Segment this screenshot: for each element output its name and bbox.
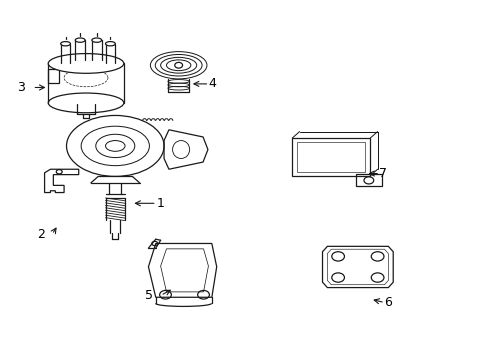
Ellipse shape	[66, 116, 163, 176]
Text: 1: 1	[156, 197, 164, 210]
Ellipse shape	[92, 38, 102, 42]
Text: 3: 3	[17, 81, 25, 94]
Ellipse shape	[75, 38, 85, 42]
Ellipse shape	[61, 41, 70, 46]
Bar	[77, 104, 95, 114]
Text: 6: 6	[384, 296, 391, 309]
Bar	[292, 138, 369, 176]
Bar	[355, 174, 382, 186]
Circle shape	[174, 62, 182, 68]
Ellipse shape	[105, 41, 115, 46]
Text: 5: 5	[145, 289, 153, 302]
Text: 4: 4	[208, 77, 216, 90]
Bar	[48, 69, 59, 83]
Ellipse shape	[48, 93, 123, 113]
Text: 7: 7	[379, 167, 386, 180]
Bar	[297, 141, 365, 172]
Text: 2: 2	[37, 228, 44, 241]
Ellipse shape	[48, 54, 123, 73]
